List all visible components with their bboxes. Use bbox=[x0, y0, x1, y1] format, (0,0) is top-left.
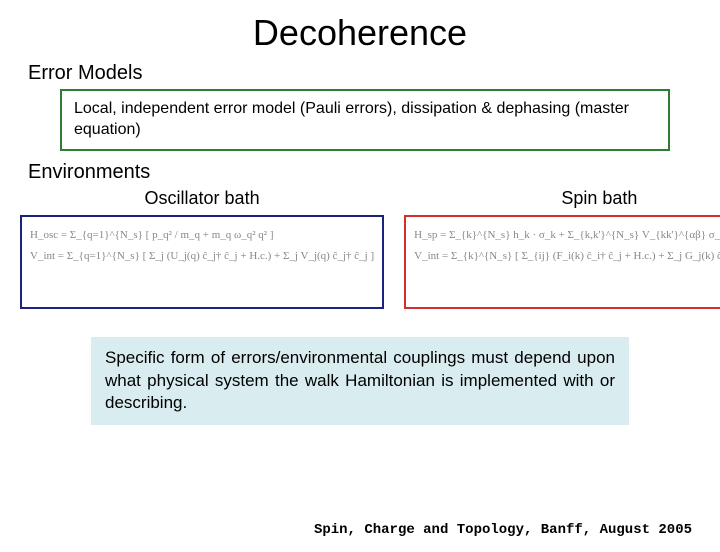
oscillator-heading: Oscillator bath bbox=[20, 188, 384, 209]
spin-column: Spin bath H_sp = Σ_{k}^{N_s} h_k · σ_k +… bbox=[404, 188, 720, 309]
environments-row: Oscillator bath H_osc = Σ_{q=1}^{N_s} [ … bbox=[20, 188, 700, 309]
error-models-box: Local, independent error model (Pauli er… bbox=[60, 89, 670, 151]
note-box: Specific form of errors/environmental co… bbox=[91, 337, 629, 426]
spin-eq2: V_int = Σ_{k}^{N_s} [ Σ_{ij} (F_i(k) ĉ_i… bbox=[414, 248, 720, 266]
footer-text: Spin, Charge and Topology, Banff, August… bbox=[314, 522, 692, 538]
oscillator-column: Oscillator bath H_osc = Σ_{q=1}^{N_s} [ … bbox=[20, 188, 384, 309]
oscillator-eq2: V_int = Σ_{q=1}^{N_s} [ Σ_j (U_j(q) ĉ_j†… bbox=[30, 248, 374, 266]
spin-heading: Spin bath bbox=[404, 188, 720, 209]
oscillator-eq1: H_osc = Σ_{q=1}^{N_s} [ p_q² / m_q + m_q… bbox=[30, 227, 374, 245]
oscillator-equations-box: H_osc = Σ_{q=1}^{N_s} [ p_q² / m_q + m_q… bbox=[20, 215, 384, 309]
spin-eq1: H_sp = Σ_{k}^{N_s} h_k · σ_k + Σ_{k,k'}^… bbox=[414, 227, 720, 245]
section-error-models: Error Models bbox=[28, 62, 720, 85]
spin-equations-box: H_sp = Σ_{k}^{N_s} h_k · σ_k + Σ_{k,k'}^… bbox=[404, 215, 720, 309]
section-environments: Environments bbox=[28, 161, 720, 184]
page-title: Decoherence bbox=[0, 12, 720, 54]
